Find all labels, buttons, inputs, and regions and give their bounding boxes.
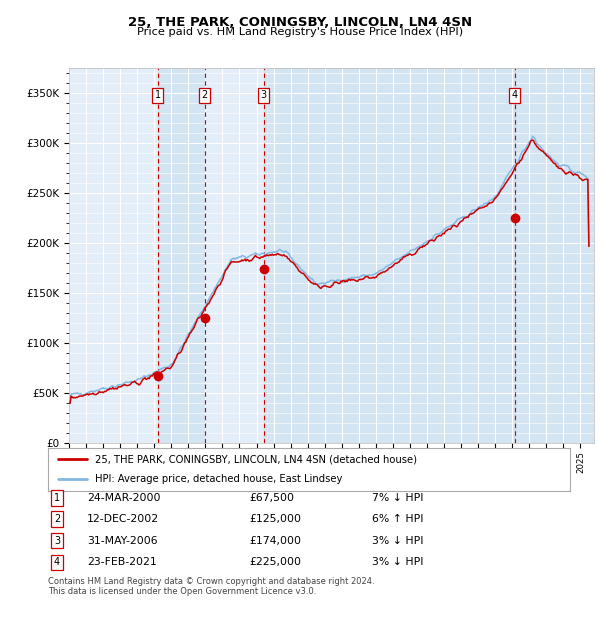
Text: 3% ↓ HPI: 3% ↓ HPI	[372, 557, 424, 567]
Text: 12-DEC-2002: 12-DEC-2002	[87, 514, 159, 524]
Text: 2: 2	[54, 514, 60, 524]
Text: 25, THE PARK, CONINGSBY, LINCOLN, LN4 4SN: 25, THE PARK, CONINGSBY, LINCOLN, LN4 4S…	[128, 16, 472, 29]
Text: 24-MAR-2000: 24-MAR-2000	[87, 493, 161, 503]
Text: 4: 4	[512, 90, 518, 100]
Text: Contains HM Land Registry data © Crown copyright and database right 2024.: Contains HM Land Registry data © Crown c…	[48, 577, 374, 586]
Text: £125,000: £125,000	[249, 514, 301, 524]
Text: 2: 2	[202, 90, 208, 100]
Text: 25, THE PARK, CONINGSBY, LINCOLN, LN4 4SN (detached house): 25, THE PARK, CONINGSBY, LINCOLN, LN4 4S…	[95, 454, 417, 464]
Text: 4: 4	[54, 557, 60, 567]
Text: 6% ↑ HPI: 6% ↑ HPI	[372, 514, 424, 524]
Text: HPI: Average price, detached house, East Lindsey: HPI: Average price, detached house, East…	[95, 474, 343, 484]
Bar	[515, 68, 594, 443]
Text: 3% ↓ HPI: 3% ↓ HPI	[372, 536, 424, 546]
Text: 3: 3	[260, 90, 267, 100]
Text: 1: 1	[155, 90, 161, 100]
Bar	[158, 68, 205, 443]
Text: 7% ↓ HPI: 7% ↓ HPI	[372, 493, 424, 503]
Text: Price paid vs. HM Land Registry's House Price Index (HPI): Price paid vs. HM Land Registry's House …	[137, 27, 463, 37]
Text: 3: 3	[54, 536, 60, 546]
Text: £67,500: £67,500	[249, 493, 294, 503]
Text: This data is licensed under the Open Government Licence v3.0.: This data is licensed under the Open Gov…	[48, 587, 316, 596]
Text: 1: 1	[54, 493, 60, 503]
Bar	[263, 68, 515, 443]
Text: 23-FEB-2021: 23-FEB-2021	[87, 557, 157, 567]
Text: £225,000: £225,000	[249, 557, 301, 567]
Text: £174,000: £174,000	[249, 536, 301, 546]
Text: 31-MAY-2006: 31-MAY-2006	[87, 536, 158, 546]
